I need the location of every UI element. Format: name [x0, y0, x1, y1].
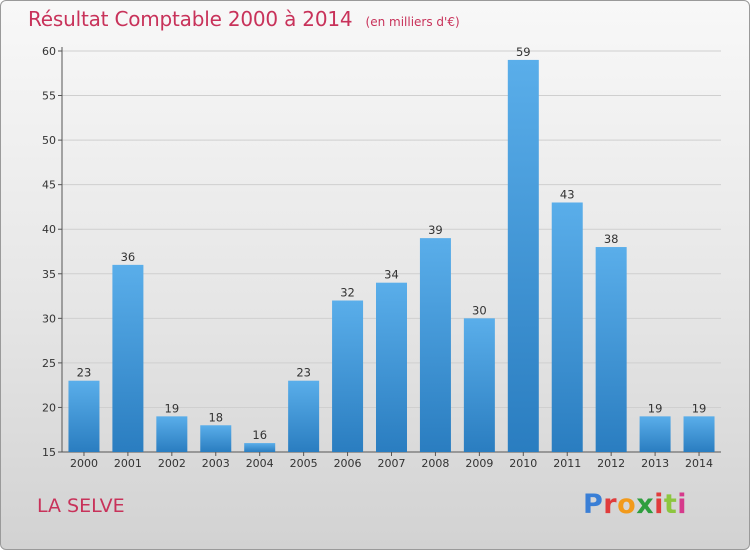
value-label-2011: 43: [560, 187, 575, 201]
commune-name: LA SELVE: [37, 495, 125, 517]
value-label-2006: 32: [340, 286, 355, 300]
y-tick-label: 25: [42, 357, 56, 370]
y-tick-label: 55: [42, 90, 56, 103]
value-label-2001: 36: [121, 250, 136, 264]
y-tick-label: 40: [42, 223, 56, 236]
x-tick-label-2003: 2003: [202, 457, 230, 470]
y-tick-label: 60: [42, 45, 56, 58]
logo-letter: P: [583, 489, 604, 520]
x-tick-label-2001: 2001: [114, 457, 142, 470]
bar-2002: [156, 416, 188, 452]
value-label-2005: 23: [296, 366, 311, 380]
bar-2010: [507, 59, 539, 453]
x-tick-label-2011: 2011: [553, 457, 581, 470]
bar-2001: [112, 264, 144, 452]
value-label-2002: 19: [165, 401, 180, 415]
title-row: Résultat Comptable 2000 à 2014 (en milli…: [28, 7, 460, 31]
bar-2014: [683, 416, 715, 452]
x-tick-label-2014: 2014: [685, 457, 713, 470]
bar-2003: [200, 425, 232, 452]
y-tick-label: 30: [42, 312, 56, 325]
bar-2012: [595, 247, 627, 452]
x-tick-label-2000: 2000: [70, 457, 98, 470]
y-tick-label: 50: [42, 134, 56, 147]
y-tick-labels: 15 20 25 30 35 40 45 50 55 60: [42, 45, 56, 459]
logo-letter: r: [603, 489, 618, 520]
x-tick-label-2007: 2007: [378, 457, 406, 470]
value-label-2014: 19: [692, 401, 707, 415]
x-tick-label-2004: 2004: [246, 457, 274, 470]
logo-letter: x: [636, 489, 655, 520]
logo-letter: t: [663, 489, 678, 520]
bar-2000: [68, 380, 100, 452]
logo-letter: o: [617, 489, 637, 520]
bars: [68, 59, 715, 453]
chart-subtitle: (en milliers d'€): [365, 15, 460, 29]
value-label-2008: 39: [428, 223, 443, 237]
x-tick-label-2009: 2009: [465, 457, 493, 470]
y-tick-label: 45: [42, 179, 56, 192]
x-tick-label-2012: 2012: [597, 457, 625, 470]
bar-2011: [551, 202, 583, 452]
value-label-2003: 18: [208, 410, 223, 424]
y-tick-label: 35: [42, 268, 56, 281]
value-label-2000: 23: [77, 366, 92, 380]
x-tick-label-2005: 2005: [290, 457, 318, 470]
logo-letter: i: [677, 489, 688, 520]
bar-2005: [288, 380, 320, 452]
bar-2006: [332, 300, 364, 452]
x-tick-label-2002: 2002: [158, 457, 186, 470]
chart-title: Résultat Comptable 2000 à 2014: [28, 7, 353, 31]
x-tick-label-2008: 2008: [421, 457, 449, 470]
bar-2004: [244, 443, 276, 452]
bar-2009: [463, 318, 495, 452]
value-label-2012: 38: [604, 232, 619, 246]
x-tick-label-2006: 2006: [334, 457, 362, 470]
bar-2007: [376, 282, 407, 452]
x-tick-labels: 2000 2001 2002 2003 2004 2005 2006 2007 2008 2009…: [70, 457, 713, 470]
value-labels: 23 36 19 18 16 23 32 34 39 30 59 43 38 19 19: [77, 45, 707, 442]
x-tick-label-2010: 2010: [509, 457, 537, 470]
bar-2013: [639, 416, 671, 452]
bar-2008: [419, 238, 451, 452]
value-label-2007: 34: [384, 268, 399, 282]
x-tick-label-2013: 2013: [641, 457, 669, 470]
value-label-2009: 30: [472, 303, 487, 317]
logo-letter: i: [654, 489, 664, 520]
y-tick-label: 15: [42, 446, 56, 459]
value-label-2004: 16: [252, 428, 267, 442]
y-tick-label: 20: [42, 401, 56, 414]
proxiti-logo: Proxiti: [583, 489, 687, 520]
value-label-2013: 19: [648, 401, 663, 415]
value-label-2010: 59: [516, 45, 531, 59]
